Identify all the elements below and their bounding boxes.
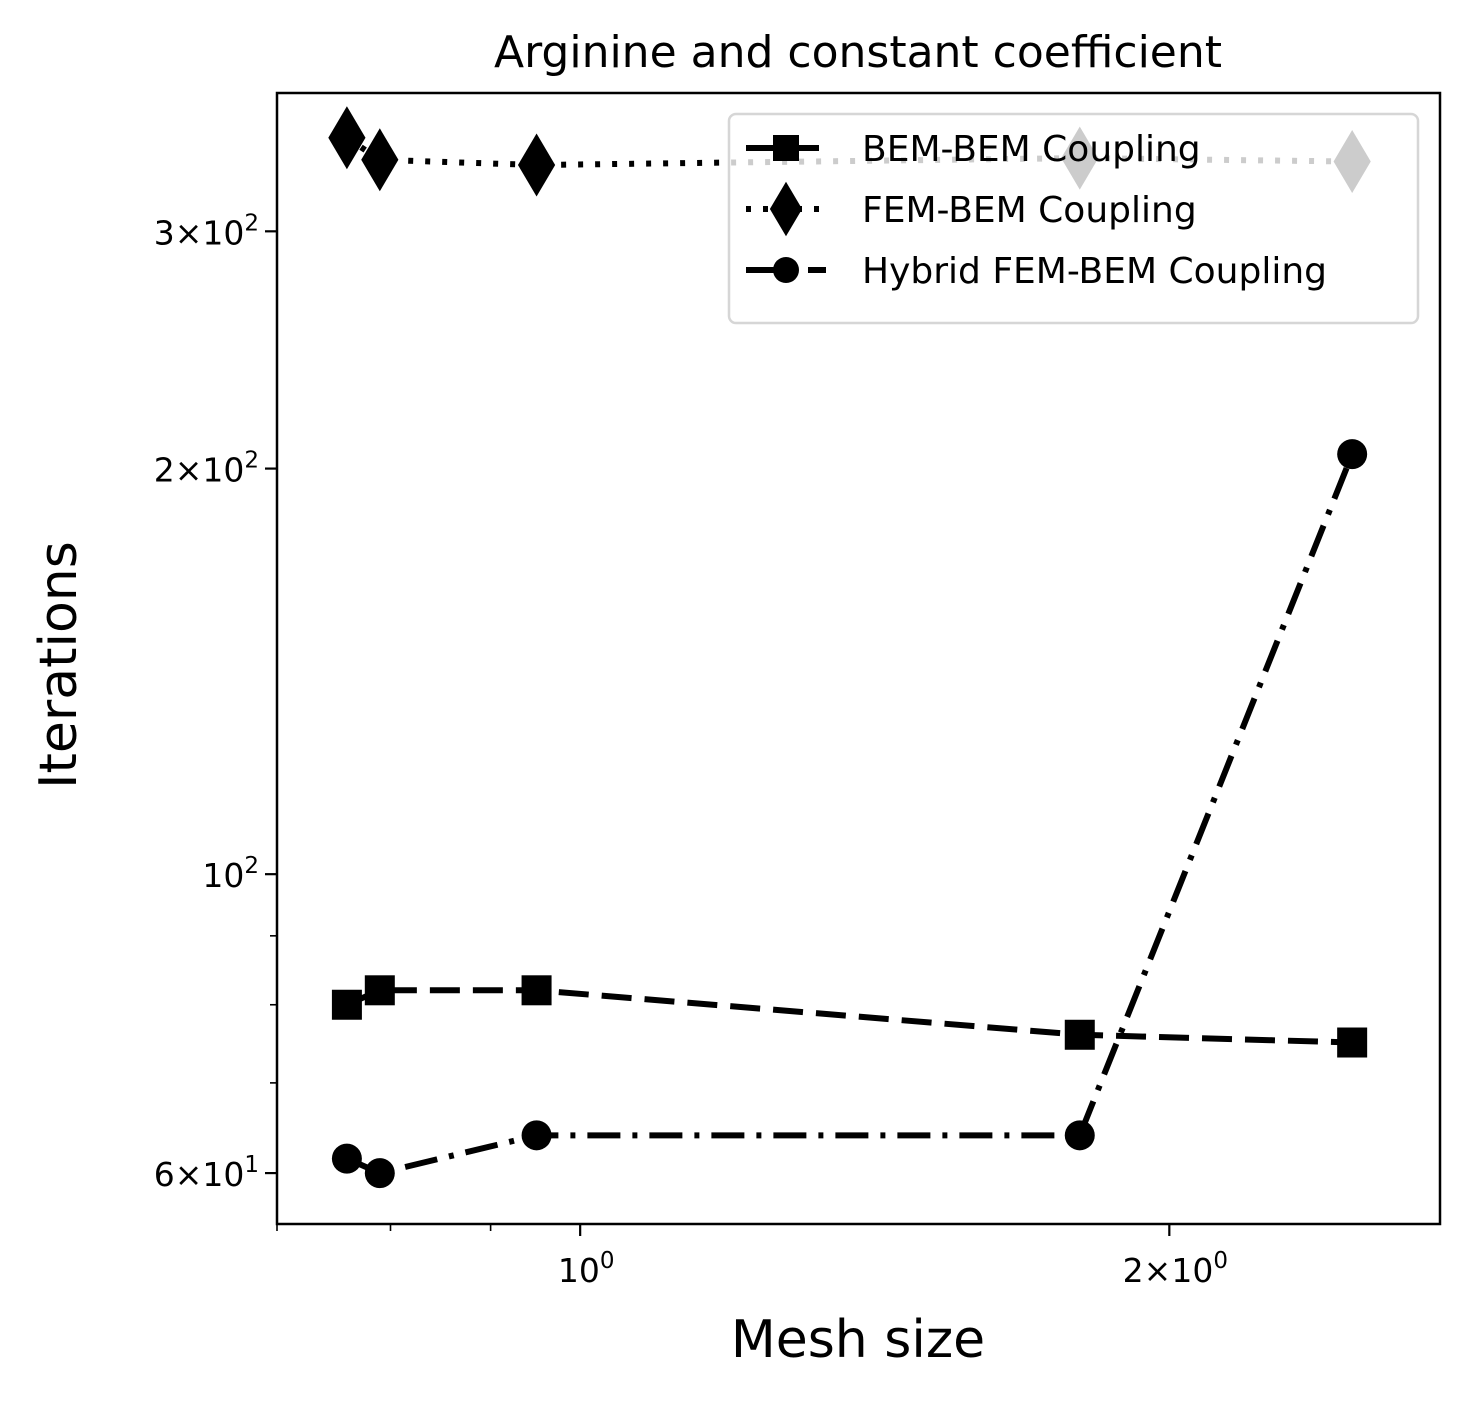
data-point <box>364 1158 395 1189</box>
data-point <box>364 975 395 1006</box>
legend: BEM-BEM Coupling FEM-BEM Coupling Hybrid F… <box>727 112 1420 325</box>
series-line <box>345 453 1355 1177</box>
data-point <box>1337 439 1368 470</box>
plot-frame <box>275 91 1442 1226</box>
data-point <box>1064 1120 1095 1151</box>
data-point <box>361 128 399 192</box>
series-0 <box>331 975 1368 1058</box>
x-tick-label: 2×100 <box>1123 1248 1228 1290</box>
legend-entry: Hybrid FEM-BEM Coupling <box>746 251 1327 292</box>
data-point <box>1337 1027 1368 1058</box>
y-tick-label: 102 <box>202 853 259 895</box>
y-axis-label: Iterations <box>29 541 89 789</box>
x-tick-label: 100 <box>558 1248 615 1290</box>
data-point <box>331 1143 362 1174</box>
x-axis-ticks: 100 2×100 <box>276 1224 1228 1290</box>
x-axis-label: Mesh size <box>731 1310 985 1370</box>
plot-content <box>328 106 1371 1189</box>
data-point <box>521 975 552 1006</box>
legend-entry: BEM-BEM Coupling <box>746 129 1201 170</box>
data-point <box>521 1120 552 1151</box>
series-line <box>345 987 1353 1046</box>
series-2 <box>331 439 1368 1189</box>
y-tick-label: 6×101 <box>154 1152 259 1194</box>
legend-marker <box>769 181 803 237</box>
legend-label: BEM-BEM Coupling <box>862 129 1201 170</box>
legend-entry: FEM-BEM Coupling <box>746 181 1197 237</box>
legend-marker <box>773 135 799 161</box>
data-point <box>517 133 556 197</box>
legend-box <box>727 112 1420 325</box>
y-tick-label: 3×102 <box>154 210 259 252</box>
y-axis-ticks: 6×101 102 2×102 3×102 <box>154 210 277 1194</box>
data-point <box>328 106 366 170</box>
legend-label: FEM-BEM Coupling <box>862 190 1197 231</box>
legend-label: Hybrid FEM-BEM Coupling <box>862 251 1327 292</box>
data-point <box>1064 1019 1095 1050</box>
y-tick-label: 2×102 <box>154 448 259 490</box>
data-point <box>331 989 362 1020</box>
chart-title: Arginine and constant coefficient <box>494 27 1222 78</box>
legend-marker <box>773 257 799 283</box>
